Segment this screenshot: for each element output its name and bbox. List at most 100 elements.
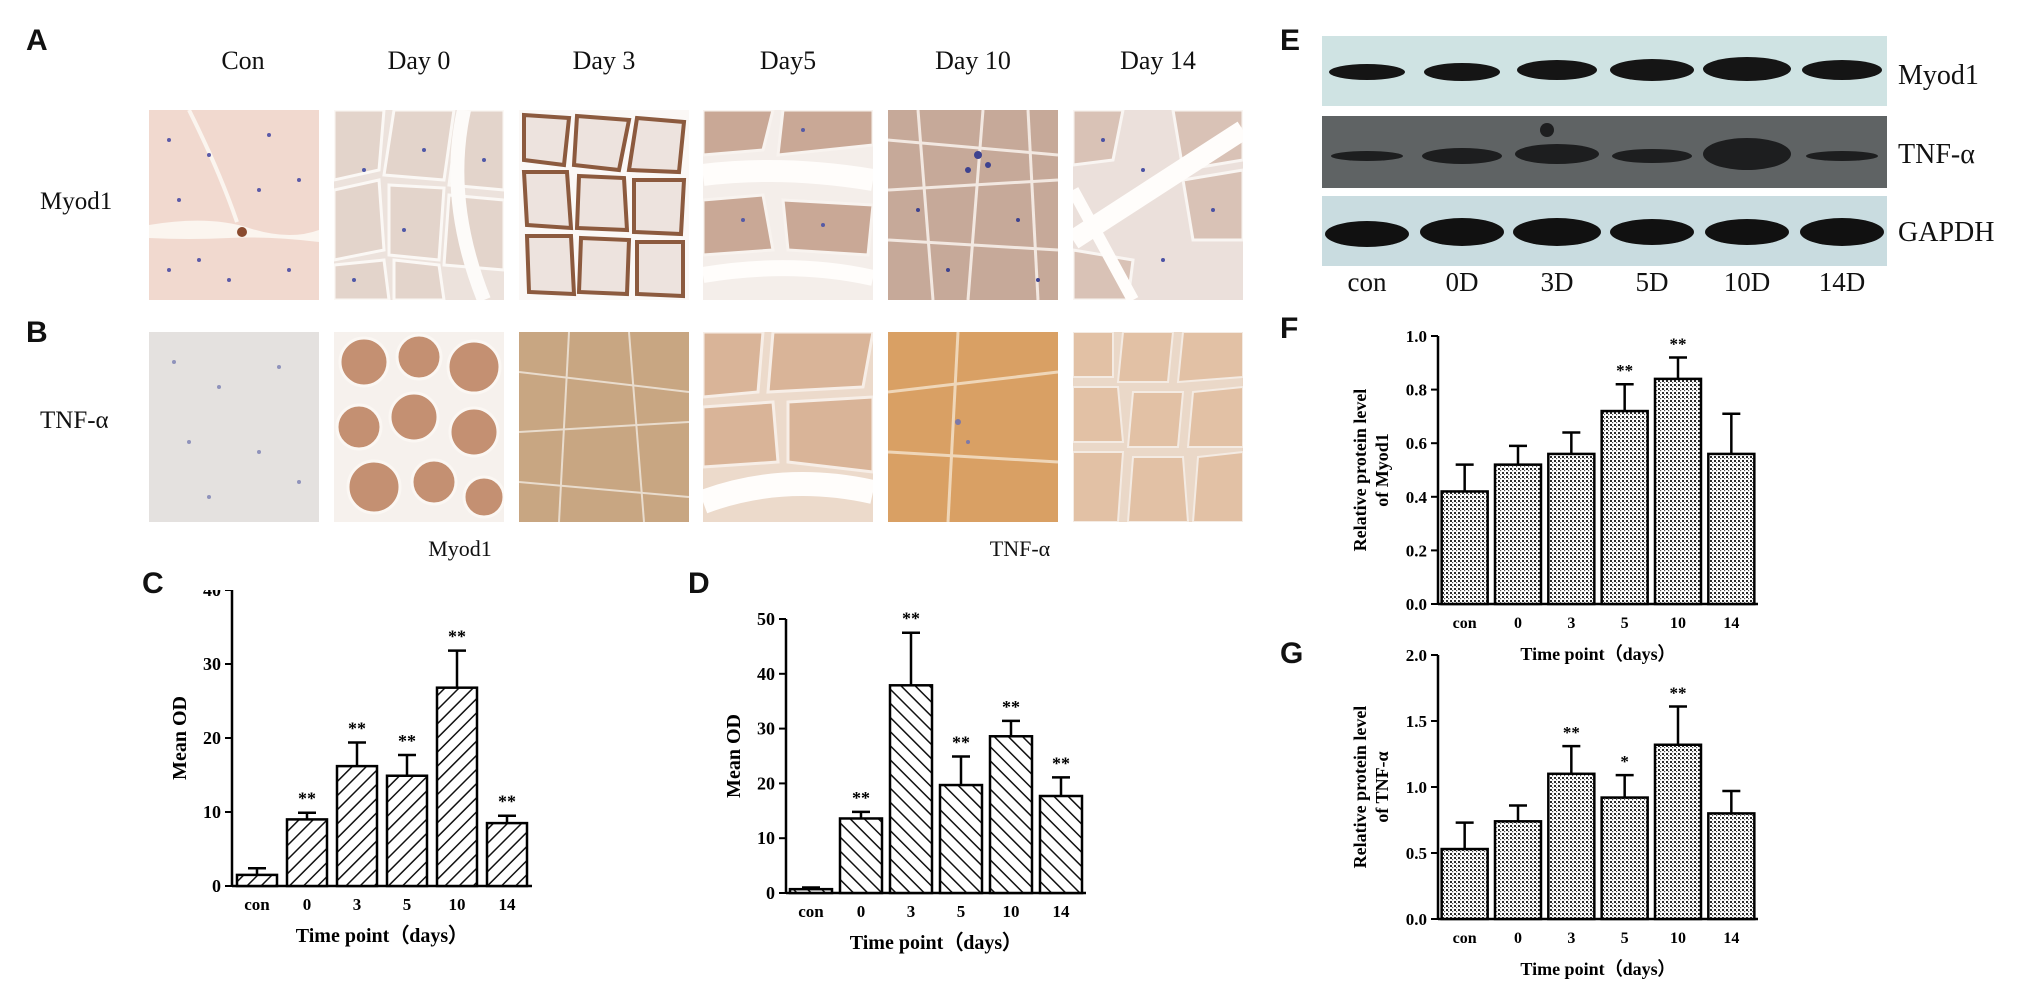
x-axis-label: Time point（days） <box>1520 644 1675 664</box>
blot-label-myod1: Myod1 <box>1898 60 1979 91</box>
y-tick-label: 40 <box>757 664 775 684</box>
bar-10 <box>435 686 479 888</box>
x-tick-label: 5 <box>957 902 966 921</box>
significance-marker: ** <box>448 627 466 647</box>
chart-c-subtitle: Myod1 <box>428 536 492 561</box>
blot-strip-myod1 <box>1322 36 1887 106</box>
significance-marker: ** <box>902 609 920 629</box>
significance-marker: ** <box>1052 753 1070 773</box>
micrograph-myod1-day0 <box>334 110 504 300</box>
bar-14 <box>485 821 529 888</box>
y-tick-label: 1.5 <box>1406 712 1427 731</box>
blot-lane-14d: 14D <box>1818 267 1866 297</box>
x-tick-label: 10 <box>449 895 466 914</box>
y-tick-label: 10 <box>203 802 221 822</box>
x-tick-label: con <box>1453 930 1477 947</box>
bar-0 <box>1493 463 1543 606</box>
y-tick-label: 10 <box>757 828 775 848</box>
bar-5 <box>1600 409 1649 606</box>
x-tick-label: 14 <box>1053 902 1071 921</box>
y-tick-label: 20 <box>203 728 221 748</box>
x-tick-label: 14 <box>1723 930 1739 947</box>
bar-3 <box>1547 772 1596 921</box>
bar-chart-c: 0 10 20 30 40 con ** 0 ** 3 ** 5 ** 10 ** 14 Time point（… <box>169 590 532 947</box>
y-axis-label: Mean OD <box>723 714 745 798</box>
significance-marker: ** <box>348 718 366 738</box>
x-axis-label: Time point（days） <box>850 931 1022 954</box>
bar-chart-f: 0.0 0.2 0.4 0.6 0.8 1.0 con 0 3 ** 5 ** 10 14 Time poi… <box>1350 327 1758 664</box>
y-tick-label: 0.2 <box>1406 541 1427 560</box>
micrograph-myod1-day10 <box>888 110 1058 300</box>
x-tick-label: 14 <box>1723 615 1739 632</box>
x-tick-label: con <box>798 902 824 921</box>
x-tick-label: 3 <box>1567 615 1575 632</box>
panel-label-b: B <box>26 316 48 349</box>
bar-5 <box>385 774 429 888</box>
bar-10 <box>1653 377 1703 606</box>
y-tick-label: 0.0 <box>1406 595 1427 614</box>
y-tick-label: 0.6 <box>1406 434 1427 453</box>
bar-con <box>1440 847 1489 921</box>
column-title-day0: Day 0 <box>387 46 451 75</box>
chart-d-subtitle: TNF-α <box>989 536 1051 561</box>
bar-0 <box>285 818 329 888</box>
x-tick-label: con <box>1453 615 1477 632</box>
bar-con <box>1440 490 1489 606</box>
y-tick-label: 0 <box>212 876 221 896</box>
bar-0 <box>1493 820 1543 921</box>
panel-label-a: A <box>26 24 48 57</box>
blot-lane-5d: 5D <box>1635 267 1669 297</box>
significance-marker: ** <box>1670 683 1687 702</box>
bar-5 <box>938 783 984 895</box>
significance-marker: ** <box>852 788 870 808</box>
bar-chart-g: 0.0 0.5 1.0 1.5 2.0 con 0 ** 3 * 5 ** 10 14 Time point… <box>1350 646 1758 979</box>
y-tick-label: 0.4 <box>1406 488 1428 507</box>
y-tick-label: 40 <box>203 590 221 600</box>
x-tick-label: 10 <box>1003 902 1020 921</box>
y-tick-label: 2.0 <box>1406 646 1427 665</box>
column-title-con: Con <box>221 46 265 75</box>
x-axis-label: Time point（days） <box>296 924 468 947</box>
blot-lane-0d: 0D <box>1445 267 1479 297</box>
bar-3 <box>1547 452 1596 606</box>
y-tick-label: 0.0 <box>1406 910 1427 929</box>
bar-14 <box>1038 794 1084 895</box>
y-tick-label: 0.5 <box>1406 844 1427 863</box>
y-tick-label: 0 <box>766 883 775 903</box>
blot-lane-con: con <box>1347 267 1387 297</box>
significance-marker: ** <box>1670 334 1687 353</box>
significance-marker: * <box>1620 752 1629 771</box>
significance-marker: ** <box>952 733 970 753</box>
row-label-tnf: TNF-α <box>40 407 109 434</box>
x-tick-label: con <box>244 895 270 914</box>
y-tick-label: 1.0 <box>1406 327 1427 346</box>
y-axis-label: Relative protein level of Myod1 <box>1350 389 1392 552</box>
micrograph-myod1-day14 <box>1073 110 1243 300</box>
column-title-day5: Day5 <box>759 46 817 75</box>
blot-lane-10d: 10D <box>1723 267 1771 297</box>
bar-3 <box>335 764 379 888</box>
x-tick-label: 5 <box>1621 615 1629 632</box>
panel-label-e: E <box>1280 24 1301 57</box>
panel-label-d: D <box>688 567 710 600</box>
x-tick-label: 10 <box>1670 930 1686 947</box>
bar-0 <box>838 817 884 895</box>
micrograph-tnf-day5 <box>703 332 873 522</box>
y-tick-label: 50 <box>757 609 775 629</box>
x-tick-label: 0 <box>303 895 312 914</box>
x-tick-label: 3 <box>907 902 916 921</box>
y-tick-label: 30 <box>203 654 221 674</box>
column-title-day3: Day 3 <box>572 46 636 75</box>
blot-label-tnf: TNF-α <box>1898 139 1975 170</box>
micrograph-myod1-day3 <box>519 110 689 300</box>
micrograph-tnf-con <box>149 332 319 522</box>
bar-14 <box>1707 452 1756 606</box>
x-tick-label: 5 <box>1621 930 1629 947</box>
blot-lane-3d: 3D <box>1540 267 1574 297</box>
significance-marker: ** <box>1616 361 1633 380</box>
x-tick-label: 14 <box>499 895 517 914</box>
row-label-myod1: Myod1 <box>40 188 113 215</box>
y-tick-label: 1.0 <box>1406 778 1427 797</box>
bar-5 <box>1600 796 1649 921</box>
blot-strip-tnf <box>1322 116 1887 188</box>
